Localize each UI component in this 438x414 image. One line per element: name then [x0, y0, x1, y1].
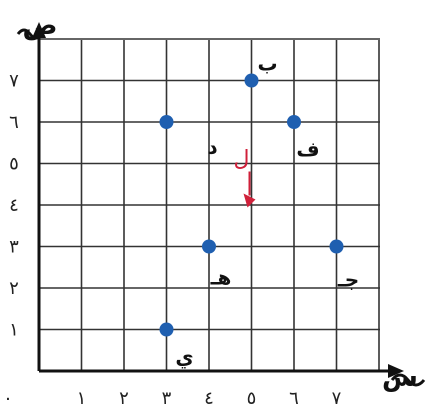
point-label: د: [207, 135, 217, 159]
point-label: هـ: [210, 266, 232, 290]
x-tick-label: ٣: [162, 388, 172, 409]
x-tick-label: ٧: [332, 388, 342, 409]
x-tick-label: ٢: [119, 388, 129, 409]
point-label: ي: [175, 345, 193, 370]
point-label: ف: [296, 137, 319, 161]
tick-labels: ٠ ١ ٢ ٣ ٤ ٥ ٦ ٧ ١ ٢ ٣ ٤ ٥ ٦ ٧: [3, 71, 342, 410]
data-point: [159, 115, 174, 129]
x-tick-label: ٦: [289, 388, 299, 409]
y-tick-label: ٧: [9, 71, 19, 92]
y-tick-label: ٦: [9, 112, 19, 133]
y-axis-wave-icon: [16, 28, 44, 40]
data-points: ب د ف هـ جـ ي: [159, 52, 359, 370]
y-axis-arrow-icon: [32, 22, 46, 38]
x-axis-label: س: [382, 363, 418, 393]
y-axis-label: ص: [23, 11, 58, 41]
axes: [16, 22, 426, 387]
data-point: [202, 239, 216, 254]
y-tick-label: ٢: [9, 278, 19, 299]
annotation-label: ل: [234, 147, 250, 172]
y-tick-label: ٥: [9, 154, 19, 175]
point-label: جـ: [337, 268, 359, 292]
data-point: [244, 73, 259, 88]
x-axis-wave-icon: [390, 373, 426, 387]
x-tick-label: ٥: [247, 388, 257, 409]
point-label: ب: [257, 52, 277, 76]
data-point: [287, 115, 301, 129]
x-tick-label: ١: [77, 388, 87, 409]
data-point: [159, 322, 174, 337]
x-tick-label: ٠: [3, 388, 13, 409]
data-point: [329, 239, 344, 254]
y-tick-label: ١: [9, 320, 19, 341]
x-axis-arrow-icon: [388, 364, 404, 378]
grid-lines: [39, 38, 380, 371]
y-tick-label: ٣: [9, 237, 19, 258]
y-tick-label: ٤: [9, 195, 19, 216]
x-tick-label: ٤: [204, 388, 214, 409]
handwritten-annotation: ل: [234, 147, 256, 208]
annotation-arrow-icon: [243, 193, 256, 208]
